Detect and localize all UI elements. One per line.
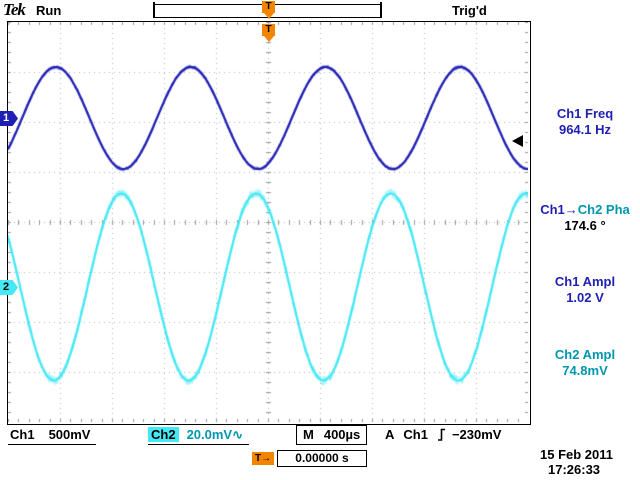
trigger-status-label: Trig'd [452, 3, 487, 18]
measurement-value: 964.1 Hz [530, 122, 640, 137]
waveform-display [8, 22, 528, 422]
acquisition-mode-label: Run [36, 3, 61, 18]
trigger-slope-rising-icon [437, 428, 446, 441]
measurement-value: 174.6 ° [530, 218, 640, 233]
trigger-position-top-icon: T [262, 1, 275, 13]
measurement-ch1-ch2-phase: Ch1→Ch2 Pha 174.6 ° [530, 202, 640, 233]
trigger-level-arrow-icon [512, 135, 523, 147]
measurement-label: Ch1 Freq [530, 106, 640, 121]
timebase-label: M [303, 427, 314, 442]
trigger-mode-label: A [385, 427, 394, 442]
measurement-label: Ch1 Ampl [530, 274, 640, 289]
record-bar-right-tick [380, 2, 382, 18]
ch2-scale-readout: Ch2 20.0mV∿ [148, 427, 249, 445]
trigger-readout: A Ch1 −230mV [385, 427, 510, 442]
ch2-label: Ch2 [148, 427, 179, 442]
date-label: 15 Feb 2011 [540, 447, 613, 462]
record-bar-left-tick [153, 2, 155, 18]
trigger-time-icon: T→ [252, 452, 274, 465]
trigger-position-marker-arrow-icon [264, 36, 274, 42]
ch2-scale-value: 20.0mV∿ [187, 427, 243, 442]
measurement-label-ch1-part: Ch1→ [540, 202, 578, 217]
trigger-position-marker-icon: T [262, 24, 275, 36]
measurement-ch2-ampl: Ch2 Ampl 74.8mV [530, 347, 640, 378]
tek-logo: Tek [3, 0, 25, 20]
oscilloscope-screen: Tek Run T Trig'd T 1 2 Ch1 Freq 964.1 Hz… [0, 0, 640, 480]
measurement-ch1-freq: Ch1 Freq 964.1 Hz [530, 106, 640, 137]
trigger-position-top-arrow-icon [264, 13, 274, 19]
ch1-label: Ch1 [10, 427, 35, 442]
timebase-readout: M 400µs [296, 425, 367, 445]
measurement-value: 1.02 V [530, 290, 640, 305]
measurement-value: 74.8mV [530, 363, 640, 378]
measurement-label-ch2-part: Ch2 Pha [578, 202, 630, 217]
trigger-level-value: −230mV [452, 427, 502, 442]
ch1-scale-value: 500mV [49, 427, 91, 442]
time-label: 17:26:33 [548, 462, 600, 477]
trigger-source-label: Ch1 [403, 427, 428, 442]
measurement-label: Ch1→Ch2 Pha [530, 202, 640, 217]
trigger-time-value: 0.00000 s [277, 450, 367, 467]
ch1-scale-readout: Ch1 500mV [8, 427, 96, 445]
measurement-label: Ch2 Ampl [530, 347, 640, 362]
measurement-ch1-ampl: Ch1 Ampl 1.02 V [530, 274, 640, 305]
timebase-value: 400µs [324, 427, 360, 442]
